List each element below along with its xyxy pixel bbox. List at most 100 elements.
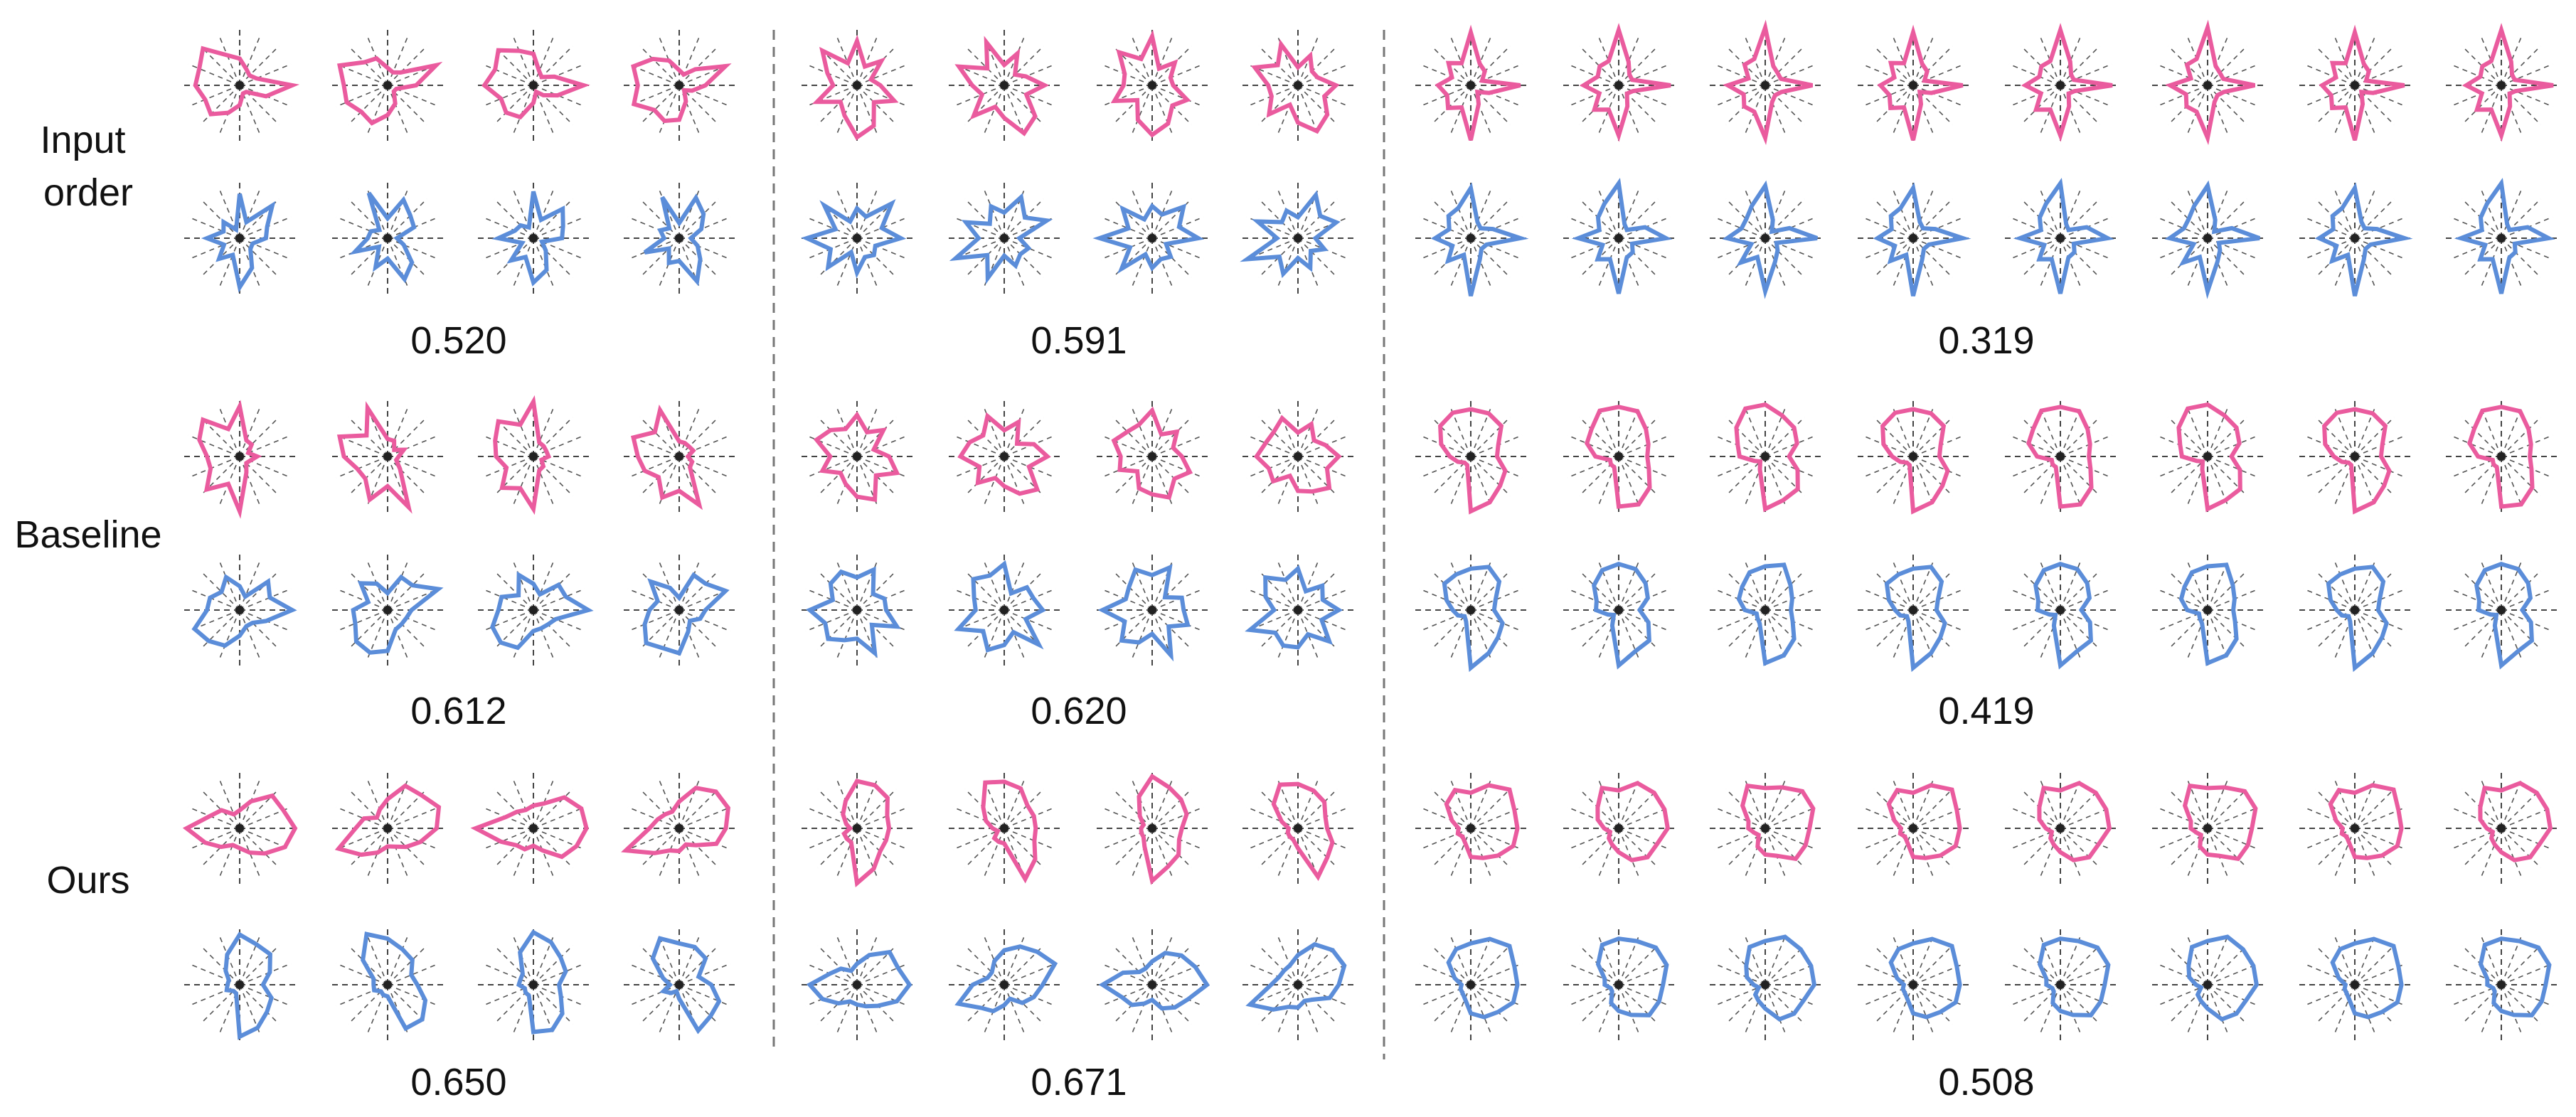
radar-spoke xyxy=(1151,828,1174,880)
radar-spoke xyxy=(511,456,534,508)
radar-glyph-blue xyxy=(2446,929,2557,1040)
radar-series-shape xyxy=(201,193,276,293)
radar-center-dot xyxy=(675,606,683,614)
radar-spoke xyxy=(2315,984,2356,1025)
radar-glyph-pink xyxy=(1415,773,1526,884)
radar-spoke xyxy=(2207,984,2247,1025)
radar-spoke xyxy=(2207,33,2230,86)
radar-spoke xyxy=(2501,63,2553,86)
radar-series-shape xyxy=(1579,23,1671,142)
radar-spoke xyxy=(1130,186,1153,239)
radar-spoke xyxy=(188,984,240,1007)
radar-spoke xyxy=(1276,828,1299,880)
radar-spoke xyxy=(494,570,534,611)
radar-glyph-pink xyxy=(1415,401,1526,515)
radar-series-shape xyxy=(361,931,428,1032)
radar-spoke xyxy=(2008,963,2061,985)
radar-glyph-blue xyxy=(1415,929,1526,1040)
radar-spoke xyxy=(2333,237,2356,290)
radar-spoke xyxy=(2461,417,2502,457)
radar-glyph-pink xyxy=(2446,23,2557,142)
radar-series-shape xyxy=(1245,941,1347,1012)
radar-center-dot xyxy=(2351,234,2359,242)
radar-spoke xyxy=(533,33,555,86)
radar-spoke xyxy=(2060,237,2082,290)
radar-glyph-pink xyxy=(949,30,1060,141)
radar-spoke xyxy=(2156,237,2208,260)
radar-spoke xyxy=(639,85,680,125)
radar-spoke xyxy=(481,85,534,107)
radar-spoke xyxy=(2354,456,2395,496)
radar-series-shape xyxy=(182,793,298,856)
radar-spoke xyxy=(481,963,534,985)
radar-spoke xyxy=(1246,434,1299,457)
radar-spoke xyxy=(1891,558,1914,611)
radar-spoke xyxy=(2008,85,2061,107)
radar-center-dot xyxy=(1614,234,1623,242)
radar-spoke xyxy=(2207,186,2230,239)
radar-spoke xyxy=(218,558,240,611)
radar-spoke xyxy=(1419,963,1471,985)
radar-spoke xyxy=(1713,237,1766,260)
radar-glyph-pink xyxy=(1858,773,1969,884)
radar-spoke xyxy=(336,828,388,850)
radar-glyph-blue xyxy=(1710,555,1821,666)
radar-spoke xyxy=(1912,417,1953,457)
radar-spoke xyxy=(1297,945,1338,985)
radar-series-shape xyxy=(1271,781,1335,882)
radar-spoke xyxy=(1618,828,1659,868)
radar-glyph-pink xyxy=(332,773,443,884)
radar-spoke xyxy=(1470,456,1523,479)
radar-spoke xyxy=(856,789,897,829)
radar-spoke xyxy=(2333,776,2356,829)
radar-center-dot xyxy=(1761,81,1769,90)
radar-center-dot xyxy=(675,452,683,461)
radar-spoke xyxy=(678,216,731,239)
radar-series-shape xyxy=(2026,405,2094,509)
radar-spoke xyxy=(1276,558,1299,611)
radar-spoke xyxy=(1297,85,1320,137)
radar-glyph-blue xyxy=(2152,555,2263,666)
radar-spoke xyxy=(188,456,240,479)
radar-spoke xyxy=(2333,558,2356,611)
radar-spoke xyxy=(964,237,1005,278)
radar-spoke xyxy=(2060,984,2082,1037)
radar-spoke xyxy=(1151,237,1204,260)
radar-spoke xyxy=(2449,434,2502,457)
radar-spoke xyxy=(2354,609,2407,632)
radar-spoke xyxy=(2021,570,2061,611)
radar-spoke xyxy=(239,984,292,1007)
radar-spoke xyxy=(2207,828,2260,850)
radar-spoke xyxy=(2038,984,2061,1037)
radar-spoke xyxy=(2207,806,2260,829)
radar-series-shape xyxy=(1744,934,1817,1022)
radar-spoke xyxy=(1112,789,1153,829)
radar-spoke xyxy=(1743,609,1766,662)
radar-spoke xyxy=(2060,570,2100,611)
radar-spoke xyxy=(1276,85,1299,137)
radar-glyph-blue xyxy=(184,183,295,294)
radar-spoke xyxy=(2060,434,2112,457)
radar-spoke xyxy=(366,85,388,137)
radar-spoke xyxy=(2060,984,2100,1025)
radar-spoke xyxy=(1470,456,1511,496)
radar-spoke xyxy=(1618,237,1659,278)
radar-glyph-pink xyxy=(624,401,735,512)
radar-spoke xyxy=(1130,984,1153,1037)
radar-spoke xyxy=(387,828,440,850)
radar-glyph-pink xyxy=(1563,23,1674,142)
radar-spoke xyxy=(481,828,534,850)
radar-spoke xyxy=(2333,186,2356,239)
radar-glyph-blue xyxy=(1858,182,1971,296)
radar-spoke xyxy=(627,456,680,479)
radar-spoke xyxy=(1004,417,1044,457)
radar-spoke xyxy=(1567,806,1619,829)
radar-spoke xyxy=(1470,984,1493,1037)
radar-spoke xyxy=(494,85,534,125)
radar-spoke xyxy=(2207,237,2247,278)
radar-spoke xyxy=(1470,186,1493,239)
radar-spoke xyxy=(348,198,388,239)
radar-spoke xyxy=(1112,456,1153,496)
radar-spoke xyxy=(1297,85,1338,125)
radar-spoke xyxy=(1912,828,1953,868)
